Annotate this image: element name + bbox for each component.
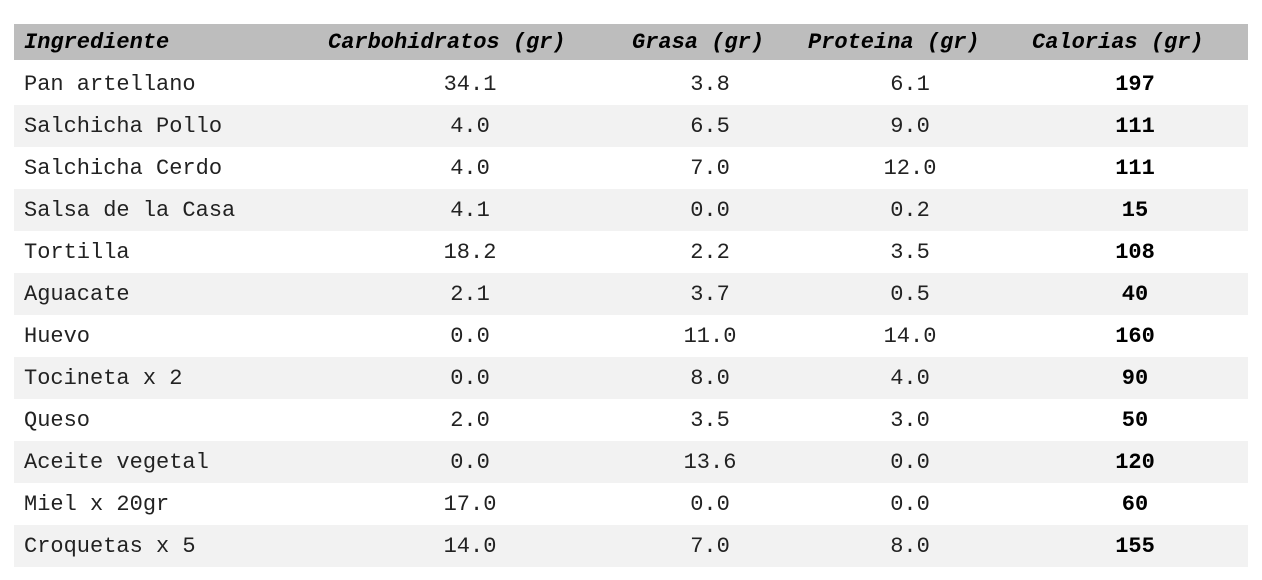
table-row: Salchicha Pollo 4.0 6.5 9.0 111 <box>14 105 1248 147</box>
value-cell: 2.1 <box>318 273 622 315</box>
value-cell: 4.0 <box>798 357 1022 399</box>
value-cell: 40 <box>1022 273 1248 315</box>
ingredient-cell: Queso <box>24 407 91 433</box>
value-cell: 120 <box>1022 441 1248 483</box>
table-row: Aguacate 2.1 3.7 0.5 40 <box>14 273 1248 315</box>
value-cell: 90 <box>1022 357 1248 399</box>
value-cell: 111 <box>1115 155 1155 181</box>
value-cell: 12.0 <box>883 155 937 181</box>
value-cell: 155 <box>1022 525 1248 567</box>
header-cell: Carbohidratos (gr) <box>318 24 622 60</box>
value-cell: 2.0 <box>450 407 490 433</box>
value-cell: 0.0 <box>318 357 622 399</box>
value-cell: 3.8 <box>690 71 730 97</box>
value-cell: 17.0 <box>443 491 497 517</box>
ingredient-cell: Aguacate <box>14 273 318 315</box>
value-cell: 3.7 <box>622 273 798 315</box>
value-cell: 4.0 <box>318 105 622 147</box>
value-cell: 34.1 <box>443 71 497 97</box>
value-cell: 197 <box>1115 71 1155 97</box>
value-cell: 3.0 <box>890 407 930 433</box>
value-cell: 0.0 <box>690 491 730 517</box>
value-cell: 8.0 <box>798 525 1022 567</box>
value-cell: 18.2 <box>443 239 497 265</box>
value-cell: 14.0 <box>318 525 622 567</box>
table-row: Huevo 0.0 11.0 14.0 160 <box>14 315 1248 357</box>
ingredient-cell: Croquetas x 5 <box>14 525 318 567</box>
value-cell: 7.0 <box>622 525 798 567</box>
ingredient-cell: Miel x 20gr <box>24 491 170 517</box>
value-cell: 0.2 <box>798 189 1022 231</box>
nutrition-table: Ingrediente Carbohidratos (gr) Grasa (gr) P… <box>14 24 1248 567</box>
value-cell: 0.0 <box>890 491 930 517</box>
table-header: Ingrediente Carbohidratos (gr) Grasa (gr) P… <box>14 24 1248 60</box>
table-row: Salchicha Cerdo 4.0 7.0 12.0 111 <box>14 147 1248 189</box>
value-cell: 6.1 <box>890 71 930 97</box>
ingredient-cell: Aceite vegetal <box>14 441 318 483</box>
header-cell: Proteina (gr) <box>798 24 1022 60</box>
value-cell: 111 <box>1022 105 1248 147</box>
ingredient-cell: Tocineta x 2 <box>14 357 318 399</box>
value-cell: 0.0 <box>450 323 490 349</box>
value-cell: 7.0 <box>690 155 730 181</box>
header-row: Ingrediente Carbohidratos (gr) Grasa (gr) P… <box>14 24 1248 60</box>
value-cell: 0.0 <box>798 441 1022 483</box>
table-body: Pan artellano 34.1 3.8 6.1 197 Salchicha Poll… <box>14 60 1248 567</box>
value-cell: 50 <box>1121 407 1149 433</box>
ingredient-cell: Salchicha Pollo <box>14 105 318 147</box>
header-cell: Calorias (gr) <box>1022 24 1248 60</box>
value-cell: 6.5 <box>622 105 798 147</box>
ingredient-cell: Huevo <box>24 323 91 349</box>
value-cell: 15 <box>1022 189 1248 231</box>
value-cell: 2.2 <box>690 239 730 265</box>
table-row: Tocineta x 2 0.0 8.0 4.0 90 <box>14 357 1248 399</box>
value-cell: 11.0 <box>683 323 737 349</box>
value-cell: 0.5 <box>798 273 1022 315</box>
value-cell: 160 <box>1115 323 1155 349</box>
header-cell: Grasa (gr) <box>622 24 798 60</box>
table-row: Salsa de la Casa 4.1 0.0 0.2 15 <box>14 189 1248 231</box>
value-cell: 60 <box>1121 491 1149 517</box>
value-cell: 13.6 <box>622 441 798 483</box>
value-cell: 4.0 <box>450 155 490 181</box>
value-cell: 3.5 <box>890 239 930 265</box>
value-cell: 0.0 <box>318 441 622 483</box>
ingredient-cell: Salchicha Cerdo <box>24 155 223 181</box>
header-cell: Ingrediente <box>14 24 318 60</box>
value-cell: 108 <box>1115 239 1155 265</box>
table-row: Tortilla 18.2 2.2 3.5 108 <box>14 231 1248 273</box>
value-cell: 9.0 <box>798 105 1022 147</box>
value-cell: 4.1 <box>318 189 622 231</box>
table-row: Miel x 20gr 17.0 0.0 0.0 60 <box>14 483 1248 525</box>
table-row: Queso 2.0 3.5 3.0 50 <box>14 399 1248 441</box>
table-row: Pan artellano 34.1 3.8 6.1 197 <box>14 60 1248 105</box>
ingredient-cell: Pan artellano <box>24 71 196 97</box>
ingredient-cell: Salsa de la Casa <box>14 189 318 231</box>
table-row: Aceite vegetal 0.0 13.6 0.0 120 <box>14 441 1248 483</box>
table-row: Croquetas x 5 14.0 7.0 8.0 155 <box>14 525 1248 567</box>
value-cell: 14.0 <box>883 323 937 349</box>
ingredient-cell: Tortilla <box>24 239 130 265</box>
value-cell: 0.0 <box>622 189 798 231</box>
value-cell: 3.5 <box>690 407 730 433</box>
value-cell: 8.0 <box>622 357 798 399</box>
